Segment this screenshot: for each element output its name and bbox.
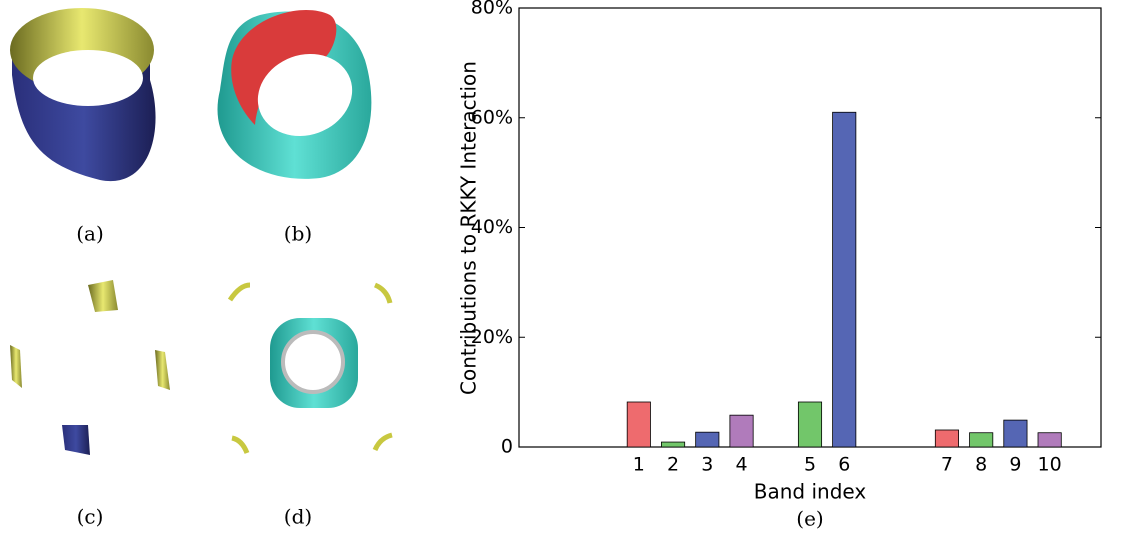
bar: [969, 432, 994, 448]
panel-c-image: [10, 280, 170, 455]
x-tick-label: 1: [633, 454, 645, 476]
y-axis-label: Contributions to RKKY Interaction: [457, 61, 481, 395]
x-tick-label: 5: [804, 454, 816, 476]
x-tick-label: 7: [941, 454, 953, 476]
panel-caption: (d): [284, 505, 312, 529]
bar: [1037, 432, 1062, 448]
x-tick-label: 9: [1009, 454, 1021, 476]
y-tick-label: 0: [501, 436, 513, 458]
y-tick-label: 40%: [471, 216, 513, 238]
bar: [695, 431, 720, 448]
x-tick-label: 10: [1038, 454, 1062, 476]
bar: [1003, 419, 1028, 448]
panel-b-image: [217, 10, 372, 179]
panel-caption: (b): [284, 222, 312, 246]
x-tick-label: 8: [975, 454, 987, 476]
y-tick-label: 80%: [471, 0, 513, 19]
bar: [797, 401, 823, 448]
panel-d-image: [227, 282, 393, 454]
bar: [626, 401, 651, 448]
x-tick-label: 6: [838, 454, 850, 476]
x-axis-label: Band index: [754, 480, 867, 504]
x-tick-label: 3: [701, 454, 713, 476]
x-tick-label: 2: [667, 454, 679, 476]
panel-caption: (c): [77, 505, 104, 529]
bar: [661, 441, 686, 448]
bar: [832, 111, 857, 448]
bar: [934, 429, 959, 448]
bar: [729, 414, 754, 448]
chart-caption: (e): [796, 507, 823, 531]
y-tick-label: 60%: [471, 106, 513, 128]
panel-a-image: [10, 8, 156, 182]
plot-frame: [518, 7, 1102, 448]
panel-caption: (a): [76, 222, 104, 246]
x-tick-label: 4: [735, 454, 747, 476]
y-tick-label: 20%: [471, 326, 513, 348]
